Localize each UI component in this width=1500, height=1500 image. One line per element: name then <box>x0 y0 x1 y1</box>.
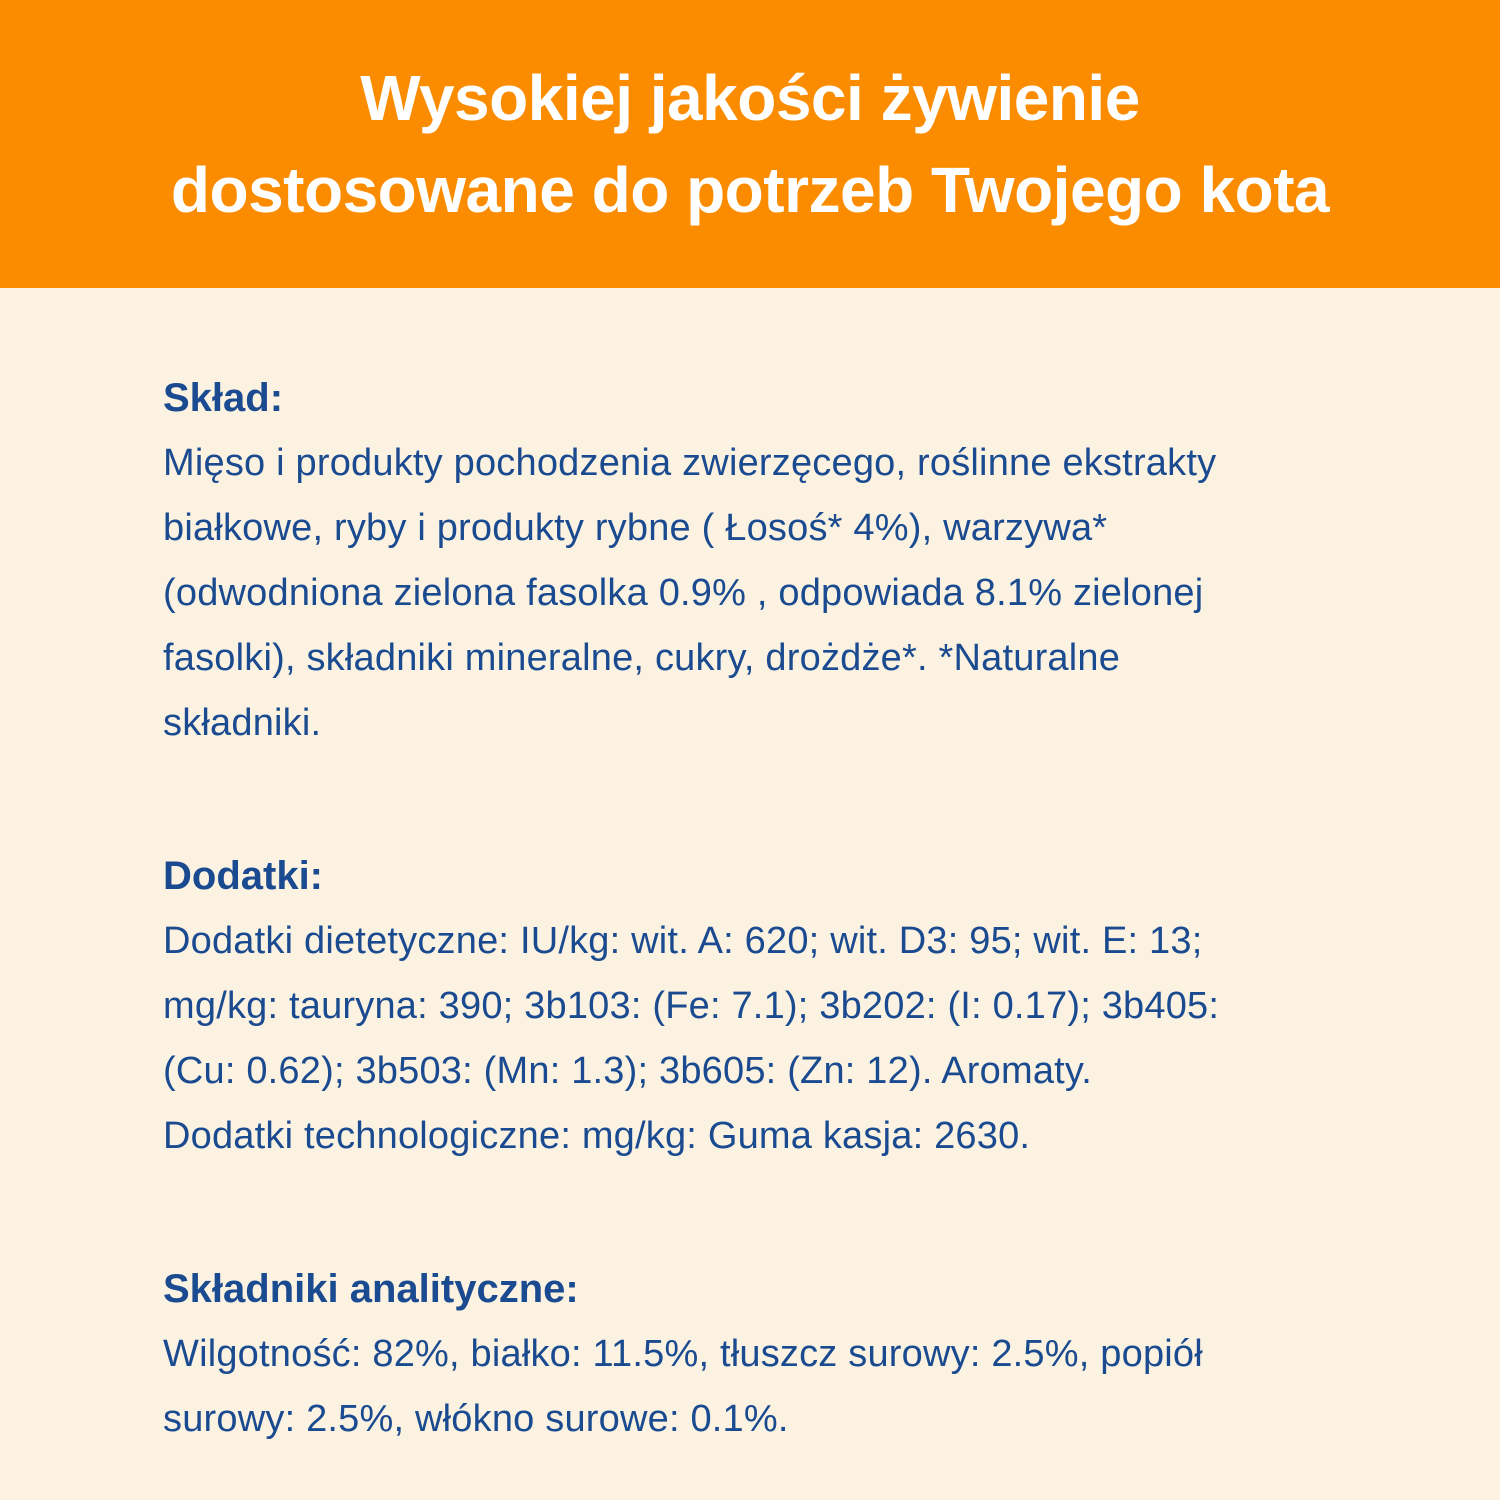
composition-heading: Skład: <box>163 376 284 420</box>
page-title: Wysokiej jakości żywienie dostosowane do… <box>170 62 1330 226</box>
info-content: Skład: Mięso i produkty pochodzenia zwie… <box>163 288 1358 1452</box>
additives-heading: Dodatki: <box>163 854 323 898</box>
composition-text: Mięso i produkty pochodzenia zwierzęcego… <box>163 442 1217 744</box>
analytical-text: Wilgotność: 82%, białko: 11.5%, tłuszcz … <box>163 1333 1203 1440</box>
section-analytical: Składniki analityczne: Wilgotność: 82%, … <box>163 1257 1358 1452</box>
section-additives: Dodatki: Dodatki dietetyczne: IU/kg: wit… <box>163 844 1358 1169</box>
section-composition: Skład: Mięso i produkty pochodzenia zwie… <box>163 366 1358 756</box>
title-banner: Wysokiej jakości żywienie dostosowane do… <box>0 0 1500 288</box>
additives-text: Dodatki dietetyczne: IU/kg: wit. A: 620;… <box>163 920 1220 1157</box>
analytical-heading: Składniki analityczne: <box>163 1267 579 1311</box>
